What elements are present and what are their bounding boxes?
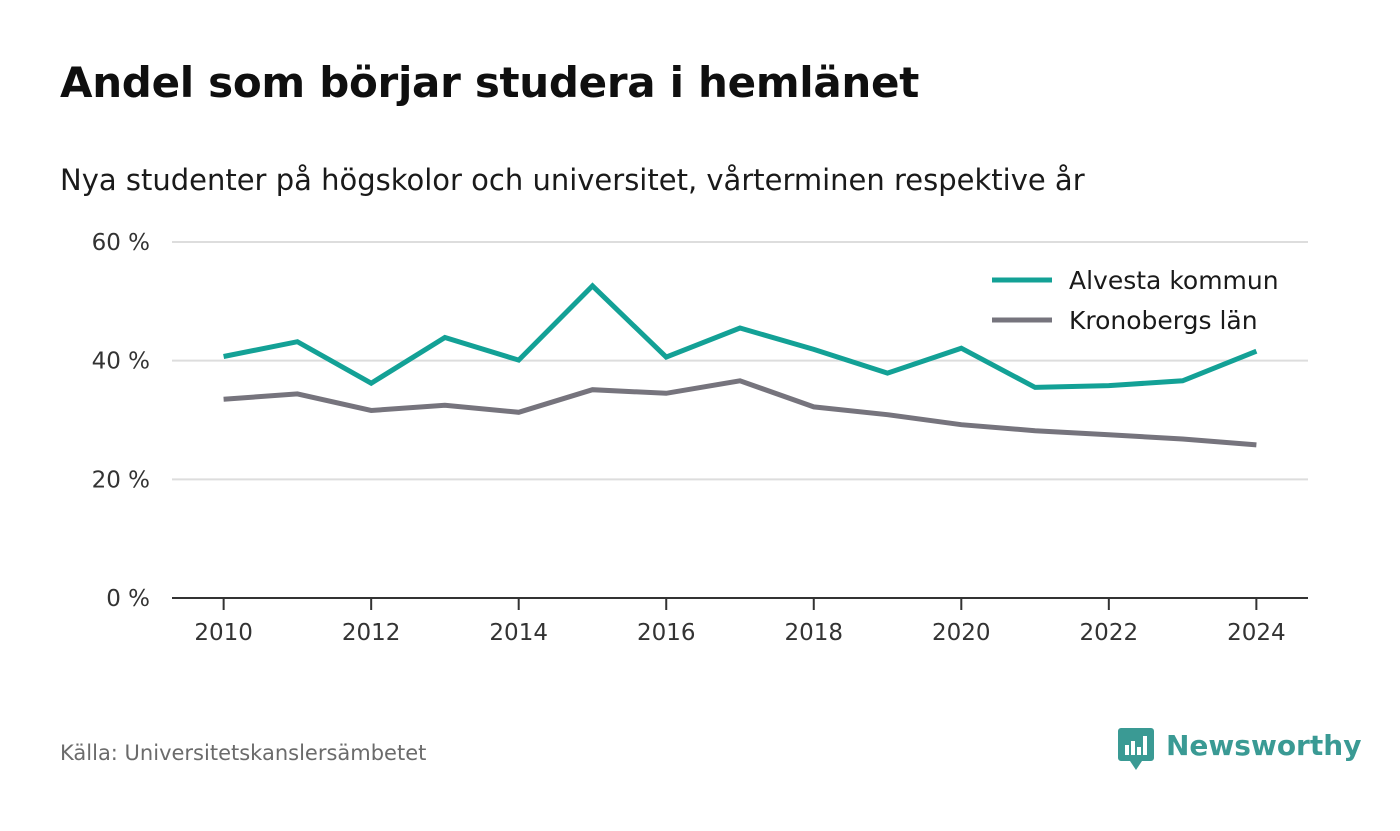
chart-subtitle: Nya studenter på högskolor och universit… [60, 163, 1085, 197]
legend: Alvesta kommun Kronobergs län [992, 266, 1279, 335]
x-tick-label: 2018 [784, 620, 843, 646]
y-tick-label: 0 % [106, 586, 150, 612]
x-tick-label: 2010 [194, 620, 253, 646]
x-axis: 2010 2012 2014 2016 2018 2020 2022 2024 [172, 597, 1308, 646]
x-tick-label: 2020 [932, 620, 991, 646]
series-line-kronoberg [223, 378, 1257, 448]
y-axis: 0 % 20 % 40 % 60 % [92, 230, 150, 612]
brand-logo: Newsworthy [1118, 728, 1361, 772]
x-tick-label: 2014 [489, 620, 548, 646]
x-tick-label: 2016 [637, 620, 696, 646]
x-tick-label: 2022 [1080, 620, 1139, 646]
legend-label-kronoberg: Kronobergs län [1069, 306, 1258, 335]
source-note: Källa: Universitetskanslersämbetet [60, 741, 427, 765]
x-tick-label: 2024 [1227, 620, 1286, 646]
x-tick-label: 2012 [342, 620, 401, 646]
line-chart: 0 % 20 % 40 % 60 % 2010 2012 2014 2016 2018 2020… [92, 230, 1308, 646]
chart-title: Andel som börjar studera i hemlänet [60, 58, 919, 107]
series-line-alvesta [223, 282, 1258, 390]
series-lines [223, 282, 1258, 448]
brand-name: Newsworthy [1166, 729, 1362, 762]
y-tick-label: 20 % [92, 467, 150, 493]
legend-label-alvesta: Alvesta kommun [1069, 266, 1279, 295]
gridlines [172, 241, 1308, 481]
y-tick-label: 60 % [92, 230, 150, 256]
y-tick-label: 40 % [92, 349, 150, 375]
newsworthy-logo-icon [1118, 728, 1154, 770]
